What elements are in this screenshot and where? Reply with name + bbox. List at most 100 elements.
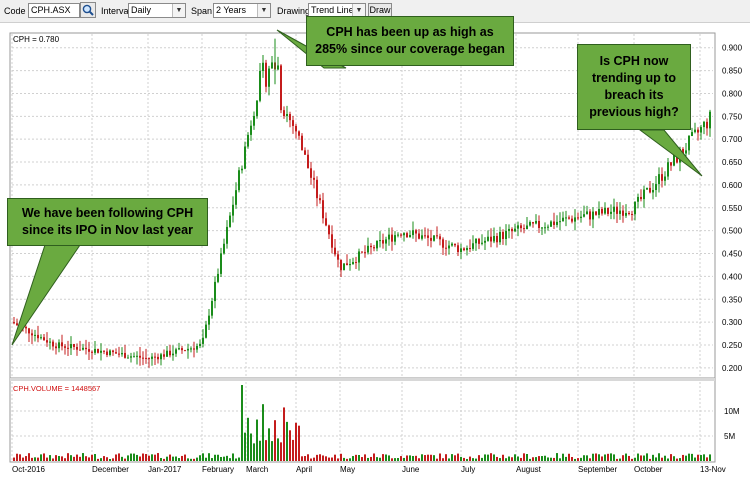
time-tick-label: June — [402, 465, 420, 474]
candle-body — [226, 226, 228, 244]
volume-bar — [67, 453, 69, 461]
price-tick-label: 0.400 — [722, 272, 743, 281]
time-tick-label: 13-Nov — [700, 465, 726, 474]
volume-bar — [277, 438, 279, 461]
candle-body — [67, 347, 69, 349]
volume-bar — [520, 457, 522, 461]
candle-body — [298, 131, 300, 136]
candle-body — [253, 115, 255, 126]
volume-bar — [496, 456, 498, 461]
candle-body — [196, 346, 198, 350]
volume-bar — [121, 456, 123, 461]
candle-body — [385, 239, 387, 244]
volume-bar — [259, 440, 261, 461]
candle-body — [628, 212, 630, 214]
volume-bar — [376, 457, 378, 461]
candle-body — [319, 198, 321, 201]
volume-bar — [310, 458, 312, 461]
volume-bar — [94, 454, 96, 461]
volume-bar — [13, 457, 15, 461]
volume-bar — [169, 454, 171, 461]
volume-bar — [58, 456, 60, 461]
candle-body — [643, 189, 645, 200]
volume-bar — [583, 455, 585, 461]
candle-body — [46, 340, 48, 343]
volume-bar — [340, 453, 342, 461]
candle-body — [43, 337, 45, 341]
candle-body — [397, 234, 399, 236]
callout-ipo: We have been following CPH since its IPO… — [7, 198, 208, 246]
candle-body — [208, 315, 210, 325]
volume-bar — [631, 458, 633, 461]
candle-body — [31, 333, 33, 336]
candle-body — [541, 227, 543, 229]
volume-bar — [493, 454, 495, 461]
candle-body — [442, 239, 444, 248]
span-select[interactable]: 2 Years ▼ — [213, 3, 271, 18]
candle-body — [379, 240, 381, 242]
volume-bar — [652, 454, 654, 461]
candle-body — [493, 236, 495, 242]
candle-body — [676, 154, 678, 163]
volume-axis: 10M 5M — [724, 407, 740, 441]
volume-bar — [433, 455, 435, 461]
candle-body — [58, 342, 60, 349]
volume-bar — [484, 454, 486, 461]
candle-body — [337, 254, 339, 260]
volume-bar — [499, 458, 501, 461]
interval-select[interactable]: Daily ▼ — [128, 3, 186, 18]
candle-body — [433, 235, 435, 241]
candle-body — [373, 247, 375, 249]
candle-body — [484, 240, 486, 243]
candle-body — [316, 179, 318, 199]
candle-body — [562, 217, 564, 222]
volume-bar — [157, 453, 159, 461]
volume-bar — [133, 453, 135, 461]
code-input[interactable]: CPH.ASX — [28, 3, 80, 18]
candle-body — [136, 355, 138, 357]
candle-body — [301, 135, 303, 151]
volume-bar — [130, 453, 132, 461]
volume-bar — [325, 456, 327, 461]
candle-body — [571, 218, 573, 222]
volume-bar — [313, 457, 315, 461]
candle-body — [346, 263, 348, 266]
candle-body — [382, 240, 384, 244]
volume-bar — [457, 453, 459, 461]
candle-body — [127, 357, 129, 359]
candle-body — [367, 245, 369, 253]
volume-bar — [184, 454, 186, 461]
volume-bar — [415, 455, 417, 461]
volume-bar — [253, 443, 255, 461]
candle-body — [403, 233, 405, 236]
volume-readout: CPH.VOLUME = 1448567 — [13, 384, 100, 393]
candle-body — [478, 238, 480, 244]
candle-body — [238, 170, 240, 191]
volume-bar — [115, 454, 117, 461]
volume-bar — [511, 457, 513, 461]
volume-bar — [61, 456, 63, 461]
candle-body — [55, 346, 57, 349]
search-icon[interactable] — [80, 2, 96, 18]
volume-bar — [163, 458, 165, 461]
volume-bar — [565, 456, 567, 461]
drawing-select[interactable]: Trend Line ▼ — [308, 3, 366, 18]
volume-bar — [307, 454, 309, 461]
candle-body — [613, 206, 615, 212]
volume-bar — [223, 456, 225, 461]
price-tick-label: 0.850 — [722, 67, 743, 76]
candle-body — [328, 225, 330, 235]
candle-body — [700, 127, 702, 133]
panel-splitter[interactable] — [10, 378, 715, 381]
volume-bar — [559, 458, 561, 461]
code-label: Code — [4, 6, 26, 16]
span-label: Span — [191, 6, 213, 16]
volume-bar — [145, 454, 147, 461]
volume-bar — [205, 457, 207, 461]
candle-body — [409, 235, 411, 238]
candle-body — [304, 150, 306, 155]
volume-bar — [622, 455, 624, 461]
volume-bar — [286, 421, 288, 461]
candle-body — [85, 347, 87, 350]
volume-bar — [595, 453, 597, 461]
